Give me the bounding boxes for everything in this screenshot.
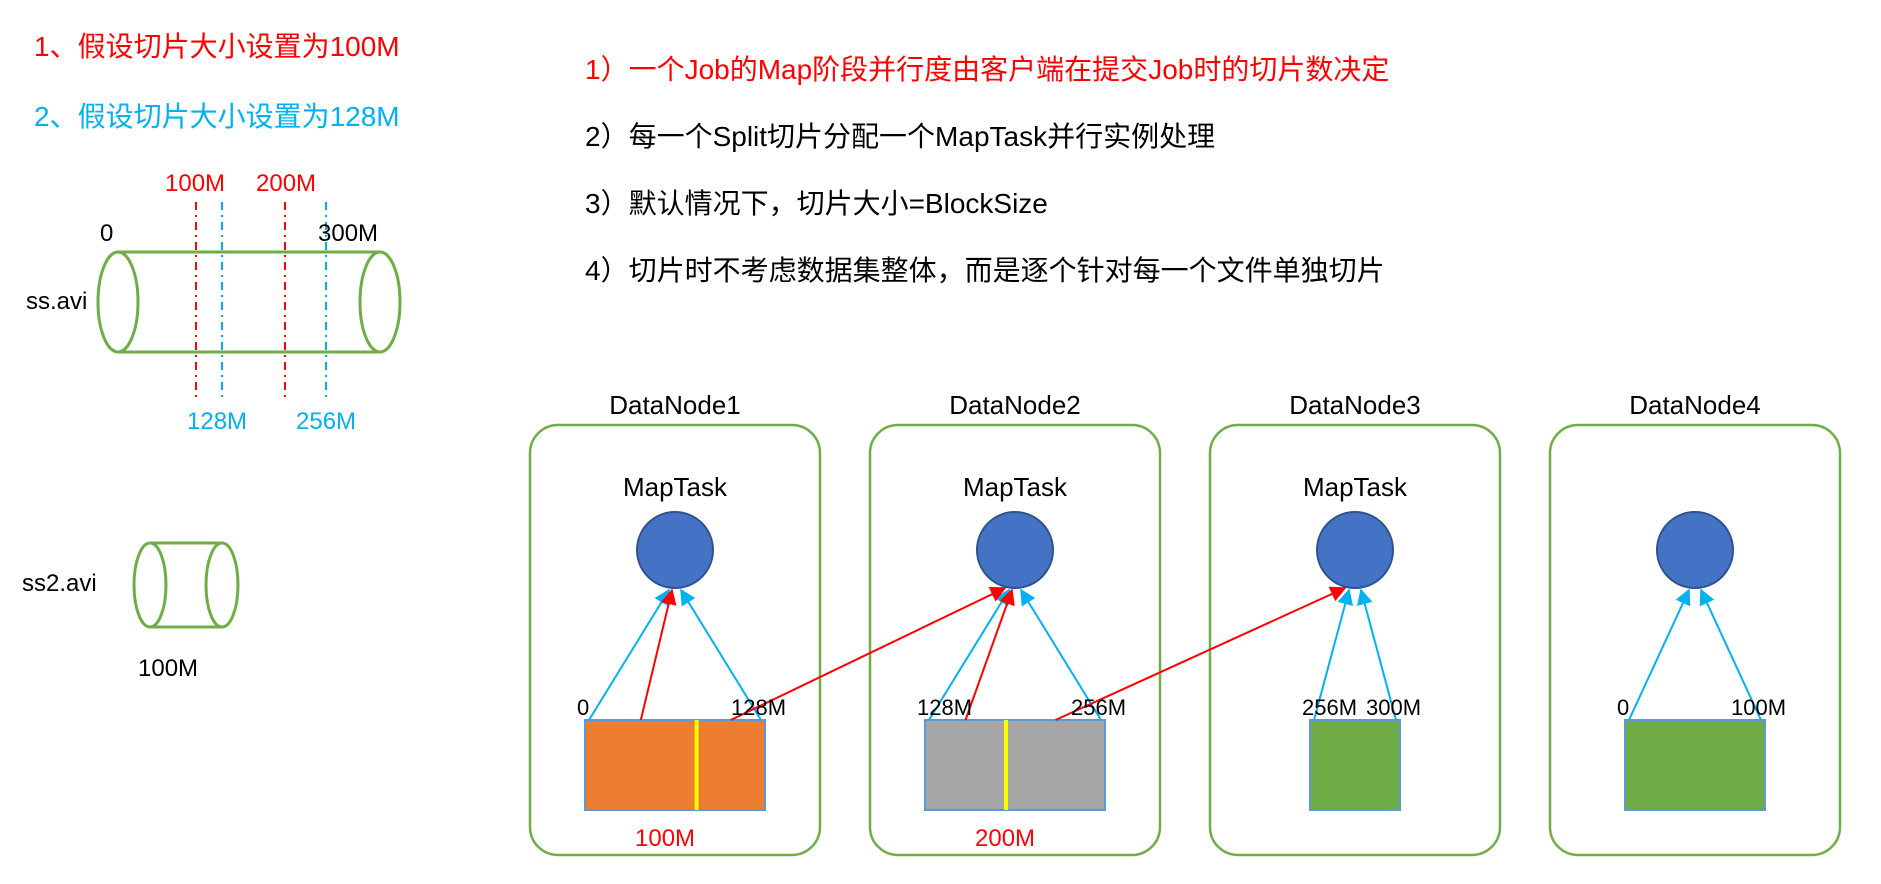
datanode-title-2: DataNode2 <box>945 390 1085 421</box>
rule-2: 2）每一个Split切片分配一个MapTask并行实例处理 <box>585 115 1215 155</box>
rule-3: 3）默认情况下，切片大小=BlockSize <box>585 182 1048 222</box>
block-left-label-1: 0 <box>577 695 589 721</box>
cyl2-size-label: 100M <box>138 655 198 683</box>
cyl1-file-label: ss.avi <box>26 288 87 316</box>
cyl1-blue-256: 256M <box>296 408 356 436</box>
cyl1-start-label: 0 <box>100 220 113 248</box>
cyl1-blue-128: 128M <box>187 408 247 436</box>
cylinder-ss2avi <box>134 543 238 627</box>
cyl1-end-label: 300M <box>318 220 378 248</box>
cyl1-red-200: 200M <box>256 170 316 198</box>
block-left-label-2: 128M <box>917 695 972 721</box>
block-left-label-3: 256M <box>1302 695 1357 721</box>
rule-1: 1）一个Job的Map阶段并行度由客户端在提交Job时的切片数决定 <box>585 48 1389 88</box>
datanode-title-4: DataNode4 <box>1625 390 1765 421</box>
datanode-4 <box>1550 425 1840 855</box>
cyl2-file-label: ss2.avi <box>22 570 97 598</box>
block-right-label-3: 300M <box>1366 695 1421 721</box>
cyl1-red-100: 100M <box>165 170 225 198</box>
block-right-label-1: 128M <box>731 695 786 721</box>
maptask-label-2: MapTask <box>955 472 1075 503</box>
block-bottom-label-2: 200M <box>975 825 1035 853</box>
block-bottom-label-1: 100M <box>635 825 695 853</box>
datanode-title-3: DataNode3 <box>1285 390 1425 421</box>
maptask-label-1: MapTask <box>615 472 735 503</box>
rule-4: 4）切片时不考虑数据集整体，而是逐个针对每一个文件单独切片 <box>585 249 1385 289</box>
assumption-1: 1、假设切片大小设置为100M <box>34 25 400 65</box>
maptask-label-3: MapTask <box>1295 472 1415 503</box>
block-left-label-4: 0 <box>1617 695 1629 721</box>
block-right-label-4: 100M <box>1731 695 1786 721</box>
assumption-2: 2、假设切片大小设置为128M <box>34 95 400 135</box>
block-right-label-2: 256M <box>1071 695 1126 721</box>
datanode-title-1: DataNode1 <box>605 390 745 421</box>
